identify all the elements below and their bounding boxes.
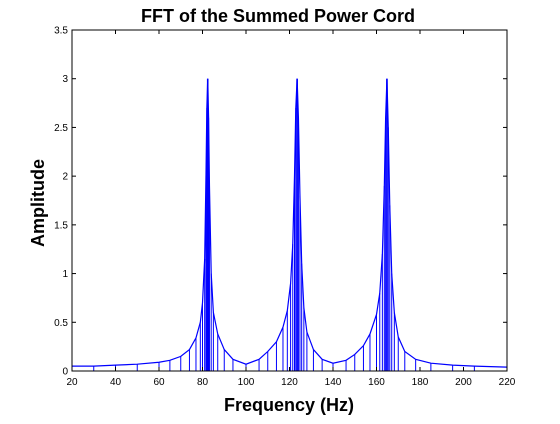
x-axis-label: Frequency (Hz)	[224, 395, 354, 415]
x-tick-label: 60	[153, 377, 165, 388]
x-tick-label: 80	[197, 377, 209, 388]
y-axis-label: Amplitude	[28, 159, 48, 247]
x-tick-label: 200	[455, 377, 472, 388]
x-tick-label: 20	[66, 377, 78, 388]
x-tick-label: 160	[368, 377, 385, 388]
y-tick-label: 1.5	[54, 220, 68, 231]
y-tick-label: 0.5	[54, 318, 68, 329]
y-tick-label: 0	[62, 367, 68, 378]
series-line	[72, 78, 508, 368]
x-tick-label: 100	[238, 377, 255, 388]
plot-frame	[71, 29, 508, 372]
y-tick-label: 2	[62, 172, 68, 183]
series-layer	[71, 78, 508, 371]
y-tick-label: 3.5	[54, 26, 68, 37]
x-tick-label: 40	[110, 377, 122, 388]
x-tick-label: 140	[325, 377, 342, 388]
ticks-layer	[71, 29, 508, 372]
y-tick-label: 1	[62, 269, 68, 280]
axes-layer	[71, 29, 508, 372]
y-tick-label: 3	[62, 74, 68, 85]
y-tick-label: 2.5	[54, 123, 68, 134]
x-tick-label: 120	[281, 377, 298, 388]
x-tick-label: 180	[412, 377, 429, 388]
tick-labels-layer: 20 40 60 80 100 120 140 160 180 200 220 0 0.5 1 1.5 2 2.…	[54, 26, 516, 389]
x-tick-label: 220	[499, 377, 516, 388]
chart-title: FFT of the Summed Power Cord	[141, 6, 415, 26]
series-fill-stripes	[71, 78, 508, 371]
